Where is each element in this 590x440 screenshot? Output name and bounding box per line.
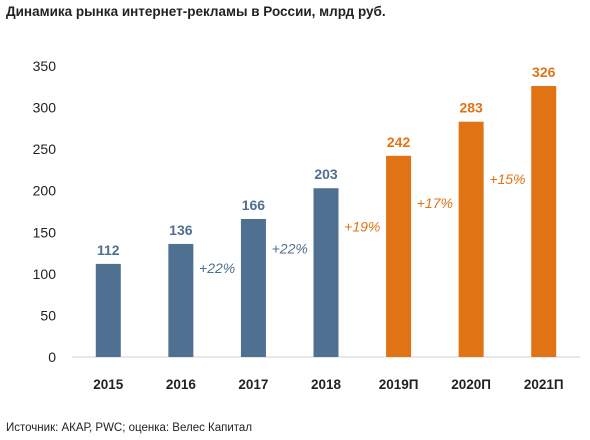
bar [95,263,121,357]
chart-title: Динамика рынка интернет-рекламы в России… [6,4,386,19]
x-tick-label: 2020П [451,377,491,392]
y-tick-label: 150 [33,224,57,240]
y-tick-label: 0 [48,349,56,365]
y-tick-label: 250 [33,141,57,157]
data-label: 112 [97,242,120,258]
x-tick-label: 2019П [379,377,419,392]
bar [313,188,339,357]
growth-label: +22% [272,241,308,257]
bars-group [95,85,557,357]
data-label: 136 [169,222,193,238]
data-label: 326 [532,64,556,80]
y-tick-label: 350 [33,58,57,74]
data-label: 166 [242,197,266,213]
bar [240,218,266,357]
x-tick-label: 2016 [166,377,197,392]
source-note: Источник: АКАР, PWC; оценка: Велес Капит… [6,422,253,434]
bar [168,243,194,357]
growth-label: +15% [489,171,525,187]
bar [531,85,557,357]
y-axis: 0 50 100 150 200 250 300 350 [33,58,57,365]
y-tick-label: 100 [33,266,57,282]
data-label: 283 [459,100,483,116]
x-tick-label: 2018 [311,377,342,392]
x-tick-label: 2015 [93,377,124,392]
bar [386,155,412,357]
bar [458,121,484,357]
x-tick-label: 2017 [238,377,268,392]
y-tick-label: 200 [33,183,57,199]
y-tick-label: 50 [40,307,56,323]
data-label: 203 [314,166,338,182]
x-axis: 2015 2016 2017 2018 2019П 2020П 2021П [93,377,563,392]
data-labels-group: 112 136 166 203 242 283 326 [97,64,556,258]
data-label: 242 [387,134,411,150]
growth-label: +19% [344,219,380,235]
x-tick-label: 2021П [524,377,564,392]
growth-labels-group: +22% +22% +19% +17% +15% [199,171,525,276]
y-tick-label: 300 [33,100,57,116]
growth-label: +17% [417,195,453,211]
growth-label: +22% [199,260,235,276]
